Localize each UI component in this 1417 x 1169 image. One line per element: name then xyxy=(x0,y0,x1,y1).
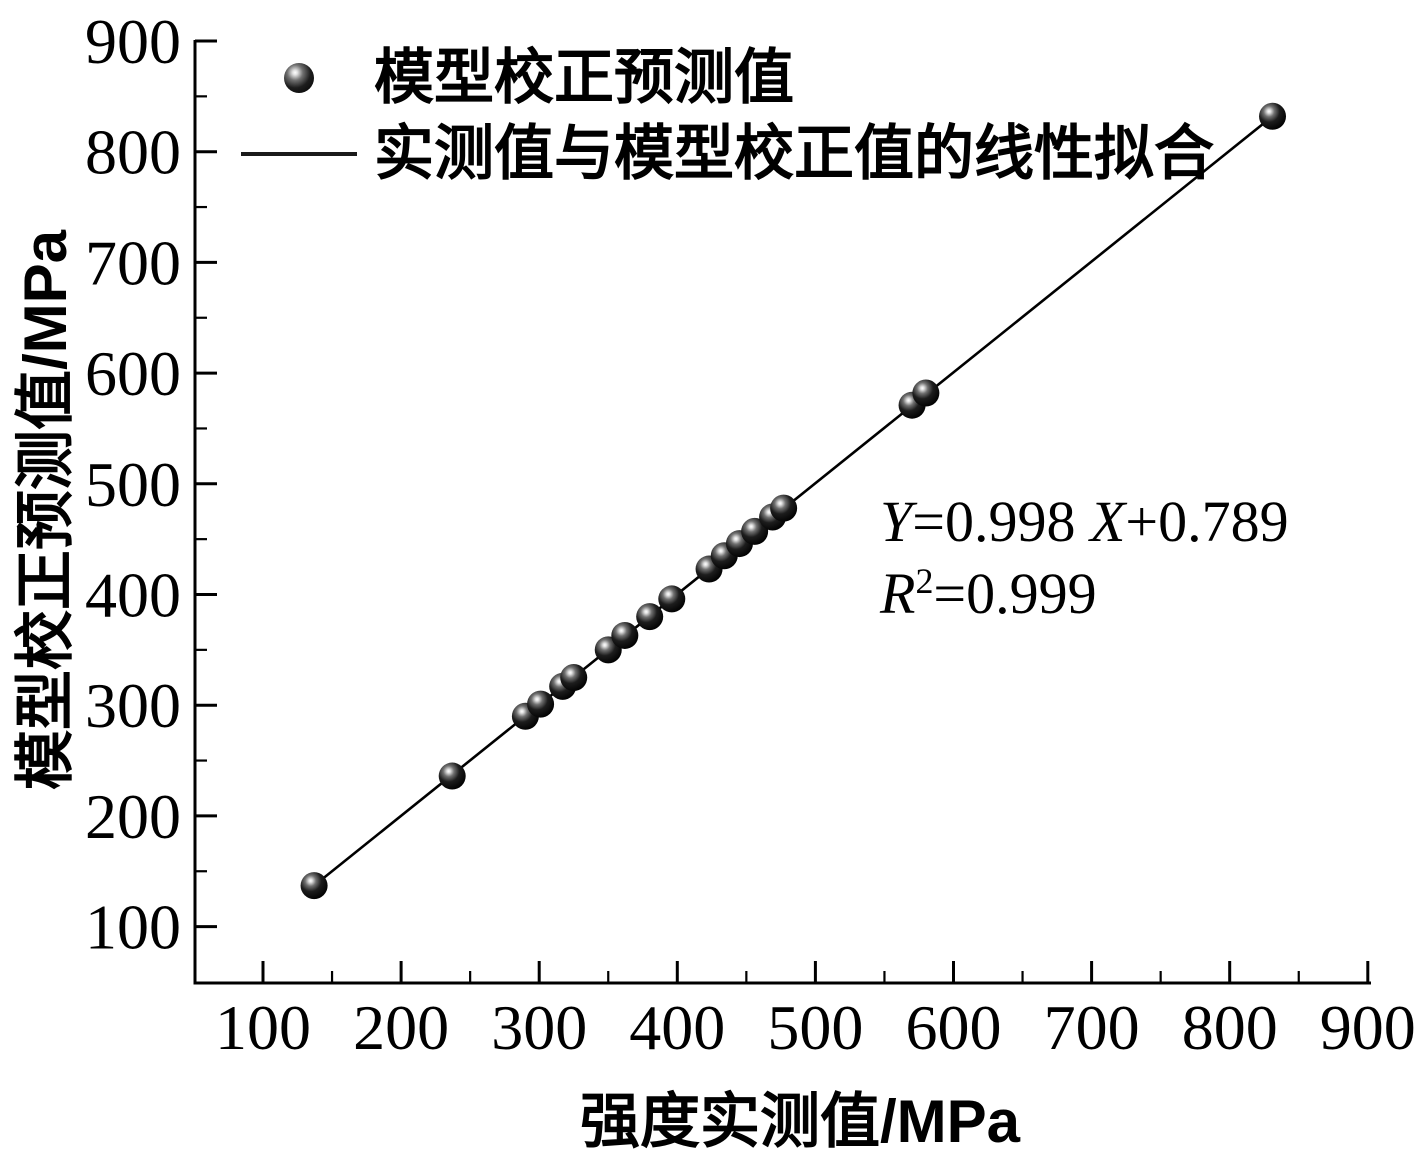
data-point xyxy=(741,517,769,545)
y-tick-label: 700 xyxy=(85,227,181,298)
data-point xyxy=(611,621,639,649)
annotation-equation: Y=0.998 X+0.789 xyxy=(880,489,1289,554)
x-tick-label: 500 xyxy=(767,992,863,1063)
y-tick-label: 600 xyxy=(85,338,181,409)
x-tick-label: 800 xyxy=(1182,992,1278,1063)
data-point xyxy=(636,603,664,631)
data-point xyxy=(300,872,328,900)
legend-marker-sphere-icon xyxy=(284,63,314,93)
legend-label-line: 实测值与模型校正值的线性拟合 xyxy=(374,120,1214,187)
data-point xyxy=(438,762,466,790)
y-tick-label: 300 xyxy=(85,670,181,741)
y-tick-label: 400 xyxy=(85,560,181,631)
x-tick-label: 100 xyxy=(215,992,311,1063)
x-axis-title: 强度实测值/MPa xyxy=(579,1088,1021,1155)
x-tick-label: 200 xyxy=(353,992,449,1063)
y-axis-title: 模型校正预测值/MPa xyxy=(12,229,79,791)
data-point xyxy=(912,379,940,407)
legend-item-line: 实测值与模型校正值的线性拟合 xyxy=(236,116,1214,192)
y-tick-label: 800 xyxy=(85,117,181,188)
x-tick-label: 700 xyxy=(1044,992,1140,1063)
y-tick-label: 100 xyxy=(85,892,181,963)
data-point xyxy=(658,585,686,613)
legend-label-scatter: 模型校正预测值 xyxy=(374,44,794,111)
data-point xyxy=(770,494,798,522)
x-tick-label: 400 xyxy=(629,992,725,1063)
annotation: Y=0.998 X+0.789 R2=0.999 xyxy=(880,486,1289,630)
annotation-r-squared: R2=0.999 xyxy=(880,561,1097,626)
y-tick-label: 200 xyxy=(85,781,181,852)
legend: 模型校正预测值 实测值与模型校正值的线性拟合 xyxy=(236,40,1214,192)
x-tick-label: 900 xyxy=(1320,992,1416,1063)
y-tick-label: 500 xyxy=(85,449,181,520)
data-point xyxy=(1259,102,1287,130)
data-point xyxy=(527,690,555,718)
legend-marker-line-icon xyxy=(241,152,357,156)
x-tick-label: 600 xyxy=(906,992,1002,1063)
data-point xyxy=(560,664,588,692)
legend-item-scatter: 模型校正预测值 xyxy=(236,40,1214,116)
y-tick-label: 900 xyxy=(85,6,181,77)
x-tick-label: 300 xyxy=(491,992,587,1063)
